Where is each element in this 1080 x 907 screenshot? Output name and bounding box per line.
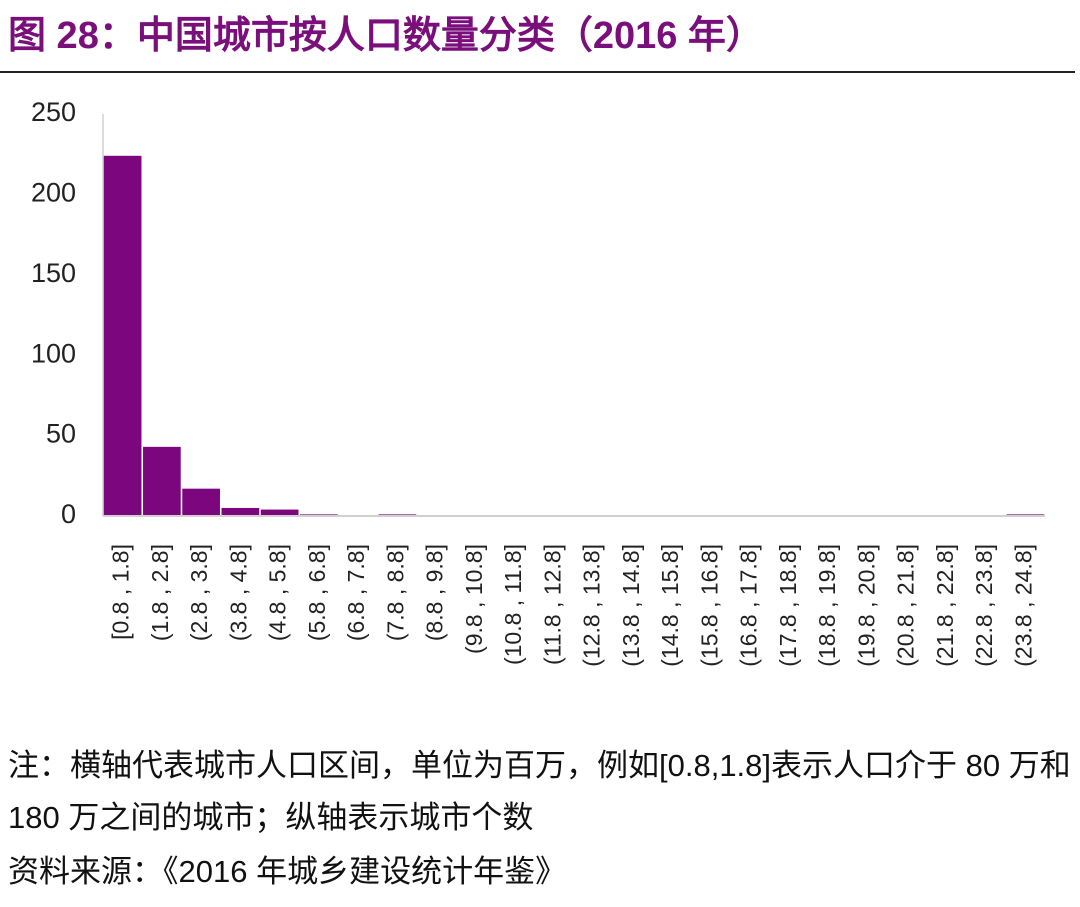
x-tick-label: (16.8 , 17.8]: [736, 544, 762, 667]
x-tick-label: (10.8 , 11.8]: [500, 544, 526, 665]
x-tick-label: (1.8 , 2.8]: [147, 544, 173, 641]
bar: [260, 509, 299, 516]
chart-source: 资料来源：《2016 年城乡建设统计年鉴》: [8, 854, 567, 889]
title-rule: [0, 71, 1075, 73]
x-tick-label: (11.8 , 12.8]: [539, 544, 565, 665]
bar: [143, 446, 181, 516]
bar: [103, 155, 142, 517]
x-tick-label: (14.8 , 15.8]: [657, 544, 683, 667]
x-tick-label: (13.8 , 14.8]: [618, 544, 644, 667]
chart-note: 注：横轴代表城市人口区间，单位为百万，例如[0.8,1.8]表示人口介于 80 …: [8, 748, 1071, 835]
y-tick-label: 0: [61, 499, 76, 529]
y-tick-label: 50: [46, 419, 76, 449]
y-tick-label: 200: [31, 178, 76, 208]
x-tick-label: (12.8 , 13.8]: [579, 544, 605, 667]
x-tick-label: (19.8 , 20.8]: [853, 544, 879, 667]
x-tick-label: (15.8 , 16.8]: [696, 544, 722, 667]
y-tick-label: 250: [31, 97, 76, 127]
x-tick-label: (9.8 , 10.8]: [461, 544, 487, 654]
x-tick-label: (4.8 , 5.8]: [265, 544, 291, 641]
chart-title: 图 28：中国城市按人口数量分类（2016 年）: [8, 15, 764, 57]
bar: [221, 507, 260, 516]
y-tick-label: 150: [31, 258, 76, 288]
x-tick-label: (22.8 , 23.8]: [971, 544, 997, 667]
x-tick-label: (8.8 , 9.8]: [422, 544, 448, 641]
x-tick-label: [0.8 , 1.8]: [108, 544, 134, 640]
x-tick-label: (21.8 , 22.8]: [932, 544, 958, 667]
x-tick-label: (23.8 , 24.8]: [1010, 544, 1036, 667]
x-tick-label: (3.8 , 4.8]: [225, 544, 251, 641]
x-tick-label: (17.8 , 18.8]: [775, 544, 801, 667]
x-tick-label: (20.8 , 21.8]: [893, 544, 919, 667]
x-tick-label: (5.8 , 6.8]: [304, 544, 330, 641]
x-tick-label: (2.8 , 3.8]: [186, 544, 212, 641]
y-tick-label: 100: [31, 338, 76, 368]
x-tick-label: (7.8 , 8.8]: [382, 544, 408, 641]
chart: 0 50 100 150 200 250 [0.8 , 1.8] (1.8 , 2.8] (2.…: [31, 97, 1045, 667]
x-tick-label: (18.8 , 19.8]: [814, 544, 840, 667]
x-tick-label: (6.8 , 7.8]: [343, 544, 369, 641]
bar: [182, 488, 220, 516]
